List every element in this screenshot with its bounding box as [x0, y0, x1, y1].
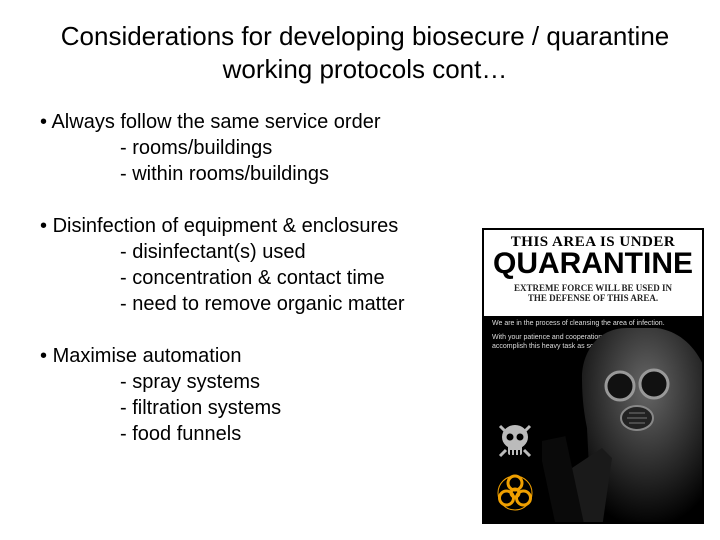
poster-dark-panel: We are in the process of cleansing the a… [484, 316, 702, 522]
bullet-group: Always follow the same service order roo… [40, 109, 690, 187]
poster-subheading: EXTREME FORCE WILL BE USED IN [484, 283, 702, 293]
bullet-sub: rooms/buildings [120, 135, 690, 161]
gasmask-soldier-icon [542, 318, 704, 524]
biohazard-icon [496, 474, 534, 512]
slide-title: Considerations for developing biosecure … [40, 20, 690, 85]
skull-icon [494, 420, 536, 462]
bullet-main: Always follow the same service order [40, 109, 690, 135]
quarantine-poster-image: THIS AREA IS UNDER QUARANTINE EXTREME FO… [482, 228, 704, 524]
slide: Considerations for developing biosecure … [0, 0, 720, 540]
poster-heading-large: QUARANTINE [484, 249, 702, 279]
poster-subheading: THE DEFENSE OF THIS AREA. [484, 293, 702, 303]
bullet-sub: within rooms/buildings [120, 161, 690, 187]
